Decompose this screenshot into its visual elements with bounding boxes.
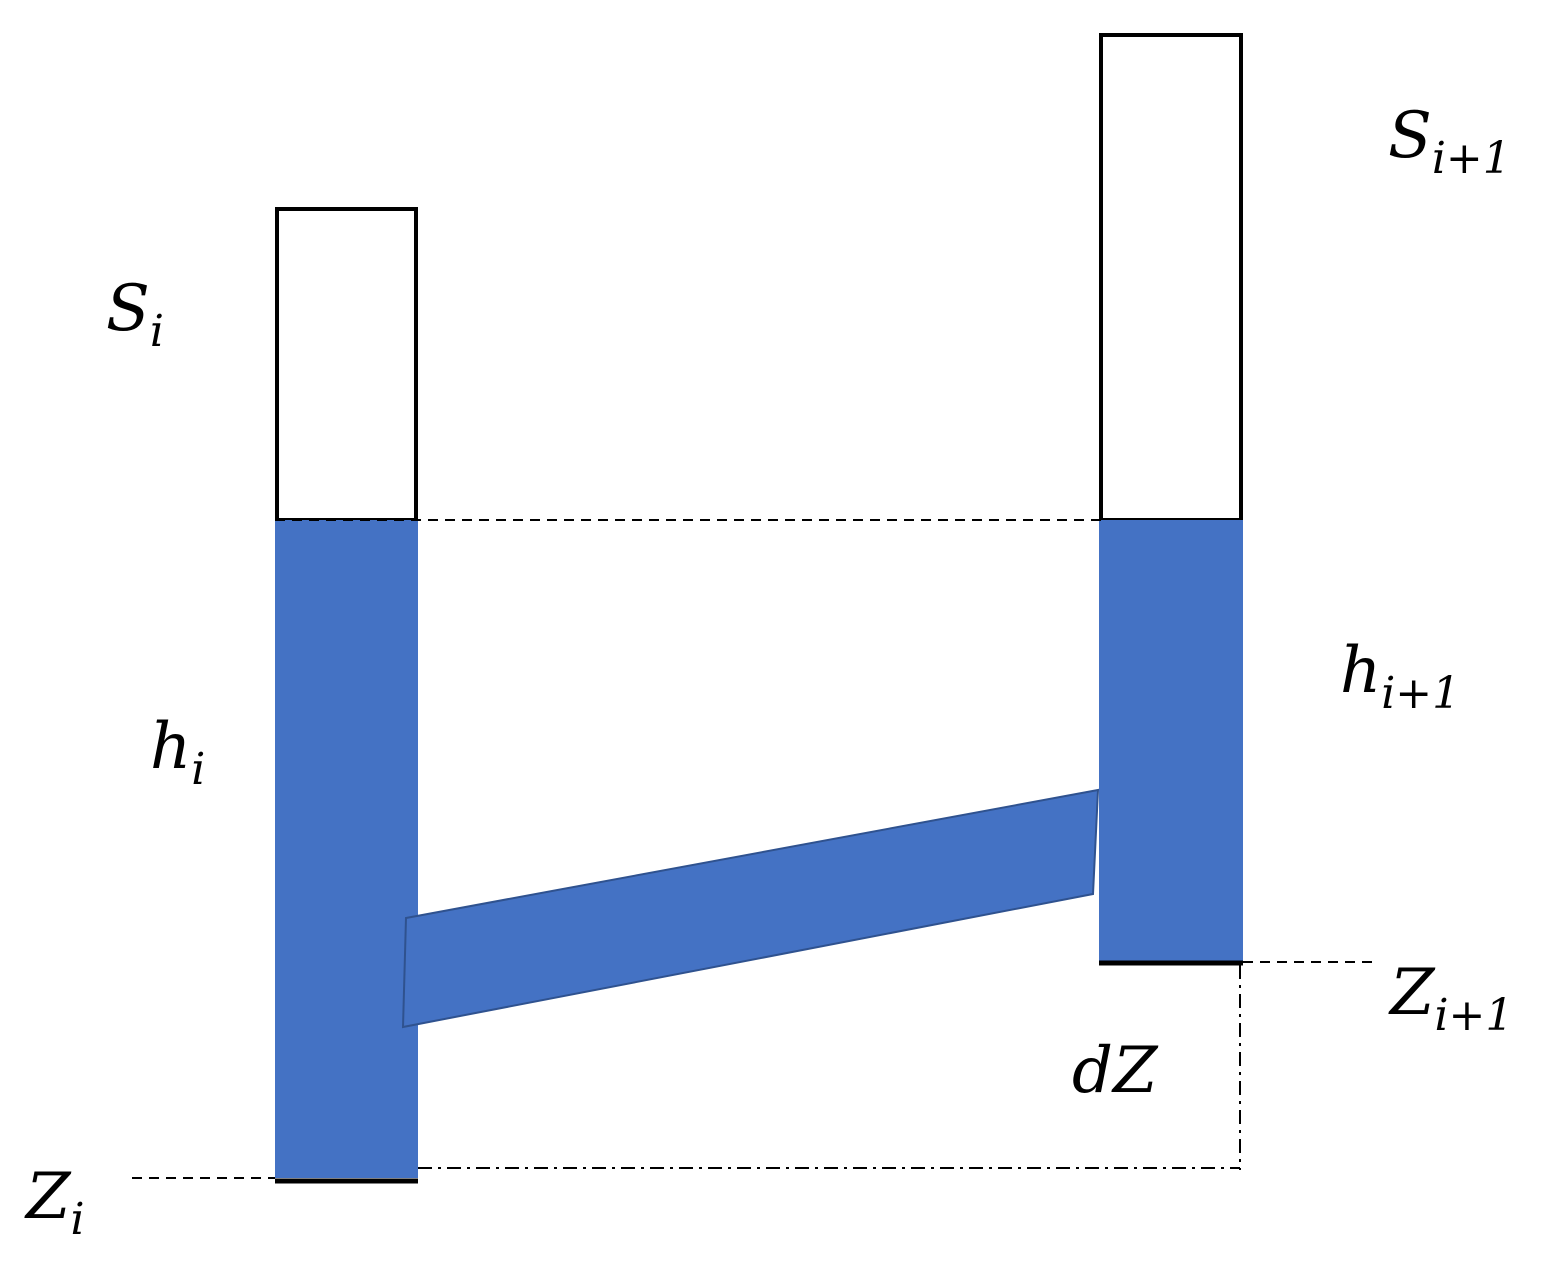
label-z-i1: Zi+1 <box>1388 956 1513 1041</box>
right-tank-empty-section <box>1099 33 1243 522</box>
label-s-i: Si <box>106 272 164 357</box>
connecting-pipe <box>401 788 1100 1029</box>
label-h-i: hi <box>150 710 205 795</box>
label-h-i1: hi+1 <box>1340 634 1460 719</box>
right-tank-water <box>1099 520 1243 961</box>
left-tank-water <box>275 520 418 1178</box>
label-s-i1: Si+1 <box>1388 99 1511 184</box>
label-z-i: Zi <box>24 1160 85 1245</box>
label-dz: dZ <box>1072 1034 1159 1108</box>
left-tank-empty-section <box>275 207 418 522</box>
